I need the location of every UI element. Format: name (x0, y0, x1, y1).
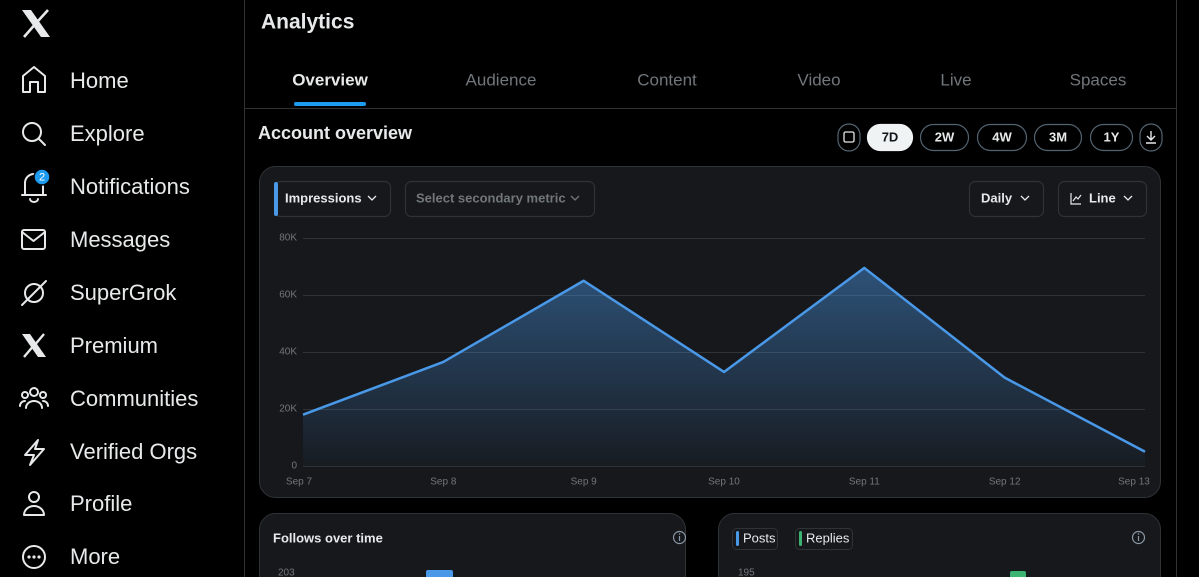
legend-label: Posts (743, 530, 776, 545)
range-label: 4W (992, 129, 1012, 144)
tab[interactable]: Content (637, 70, 697, 89)
page-title: Analytics (261, 11, 354, 34)
chart-style: Line (1089, 190, 1116, 205)
section-title: Account overview (258, 123, 413, 143)
chart-style-dropdown[interactable] (1057, 180, 1148, 218)
nav-icons (19, 66, 51, 569)
y-tick-label: 40K (279, 347, 297, 358)
x-tick-label: Sep 7 (286, 477, 313, 488)
range-label: 1Y (1104, 129, 1120, 144)
nav-item[interactable]: Profile (70, 491, 132, 516)
nav-item[interactable]: Communities (70, 386, 198, 411)
range-button[interactable] (1033, 123, 1083, 152)
premium-icon (22, 333, 46, 358)
range-button[interactable] (919, 123, 970, 152)
info-icon[interactable] (1131, 530, 1146, 545)
panel-bar (426, 570, 453, 577)
panel-bar (1010, 571, 1026, 577)
x-tick-label: Sep 11 (849, 477, 880, 488)
x-tick-label: Sep 8 (430, 477, 457, 488)
legend-swatch (799, 531, 802, 546)
secondary-metric-dropdown[interactable] (404, 180, 596, 218)
nav-item[interactable]: Explore (70, 121, 145, 146)
y-tick-label: 60K (279, 290, 297, 301)
tab[interactable]: Audience (466, 70, 537, 89)
legend-item[interactable] (795, 528, 853, 550)
tab[interactable]: Spaces (1070, 70, 1127, 89)
notification-badge: 2 (39, 171, 45, 183)
tab[interactable]: Overview (292, 70, 368, 89)
x-tick-label: Sep 9 (571, 477, 598, 488)
x-tick-label: Sep 12 (989, 477, 1021, 488)
tab[interactable]: Video (797, 70, 840, 89)
legend-item[interactable] (732, 528, 778, 550)
y-tick-label: 0 (291, 461, 297, 472)
calendar-button[interactable] (837, 123, 861, 152)
nav-item[interactable]: SuperGrok (70, 280, 177, 305)
range-button[interactable] (866, 123, 914, 152)
active-tab-indicator (294, 102, 366, 106)
range-label: 7D (882, 129, 899, 144)
x-tick-label: Sep 10 (708, 477, 740, 488)
primary-metric-dropdown[interactable] (273, 180, 392, 218)
line (302, 266, 1146, 453)
area (303, 267, 1145, 466)
panel-y-tick: 203 (278, 568, 295, 577)
nav-item[interactable]: Home (70, 68, 129, 93)
range-label: 2W (935, 129, 955, 144)
info-icon[interactable] (672, 530, 687, 545)
primary-metric: Impressions (285, 190, 362, 205)
follows-panel (259, 513, 686, 577)
tab[interactable]: Live (940, 70, 971, 89)
y-tick-label: 20K (279, 404, 297, 415)
interval-dropdown[interactable] (968, 180, 1045, 218)
nav-item[interactable]: Premium (70, 333, 158, 358)
legend-swatch (736, 531, 739, 546)
nav-item[interactable]: More (70, 544, 120, 569)
panel-y-tick: 195 (738, 568, 755, 577)
y-tick-label: 80K (279, 233, 297, 244)
x-logo[interactable] (22, 9, 50, 38)
range-button[interactable] (1089, 123, 1134, 152)
range-button[interactable] (976, 123, 1028, 152)
posts-panel (718, 513, 1161, 577)
interval: Daily (981, 190, 1013, 205)
download-button[interactable] (1139, 123, 1163, 152)
legend-label: Replies (806, 530, 850, 545)
secondary-metric: Select secondary metric (416, 190, 566, 205)
nav-item[interactable]: Verified Orgs (70, 439, 197, 464)
nav-item[interactable]: Notifications (70, 174, 190, 199)
panel-title: Follows over time (273, 530, 383, 545)
range-label: 3M (1049, 129, 1067, 144)
nav-item[interactable]: Messages (70, 227, 170, 252)
x-tick-label: Sep 13 (1118, 477, 1150, 488)
